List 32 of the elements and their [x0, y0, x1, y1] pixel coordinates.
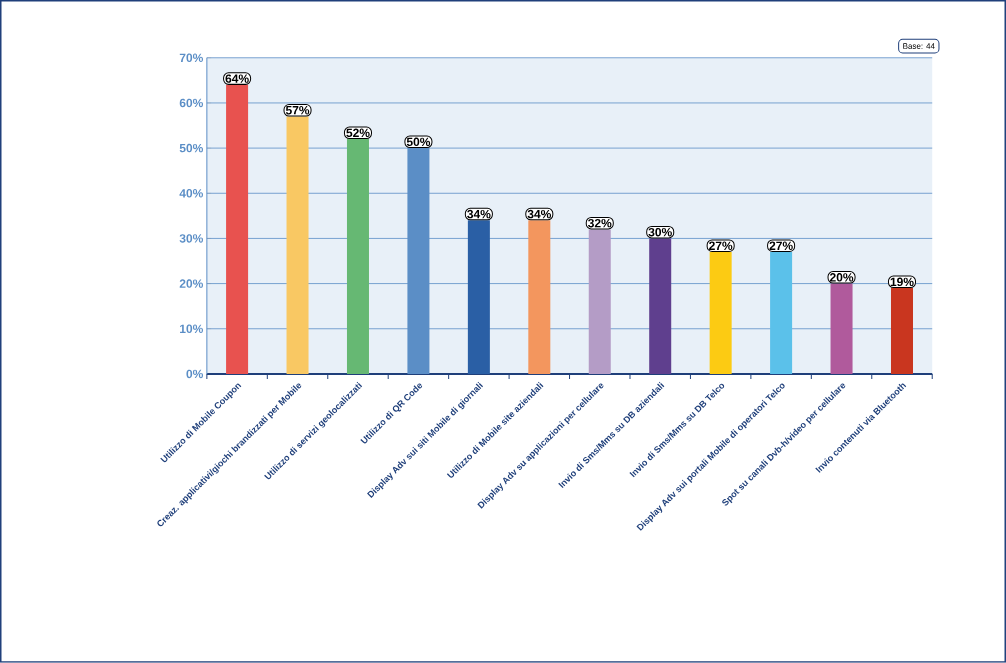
y-tick-label: 50%	[179, 143, 203, 153]
data-label: 19%	[890, 277, 914, 287]
data-label: 64%	[225, 74, 249, 83]
data-label: 50%	[406, 137, 431, 147]
y-tick-label: 10%	[180, 324, 203, 334]
bar	[770, 252, 793, 375]
y-tick-label: 30%	[179, 234, 203, 243]
data-label: 30%	[648, 228, 672, 237]
y-tick-label: 60%	[179, 98, 203, 108]
bar	[346, 139, 369, 375]
data-label: 34%	[467, 209, 491, 219]
bar	[286, 116, 309, 375]
data-label: 20%	[829, 273, 854, 282]
data-label: 57%	[285, 106, 310, 115]
bar	[467, 220, 490, 375]
text: Base: 44	[903, 43, 935, 49]
bar	[890, 288, 913, 375]
data-label: 27%	[769, 241, 793, 251]
bar	[226, 84, 249, 375]
y-tick-label: 40%	[179, 189, 203, 198]
bar	[830, 283, 853, 375]
data-label: 27%	[709, 241, 733, 251]
y-tick-label: 70%	[179, 53, 203, 63]
y-tick-label: 0%	[186, 369, 204, 379]
data-label: 32%	[588, 218, 612, 228]
bar	[649, 238, 672, 375]
data-label: 34%	[527, 209, 552, 219]
y-tick-label: 20%	[179, 279, 203, 288]
bar	[528, 220, 551, 375]
bar	[709, 252, 732, 375]
data-label: 52%	[346, 128, 370, 138]
bar	[588, 229, 611, 375]
